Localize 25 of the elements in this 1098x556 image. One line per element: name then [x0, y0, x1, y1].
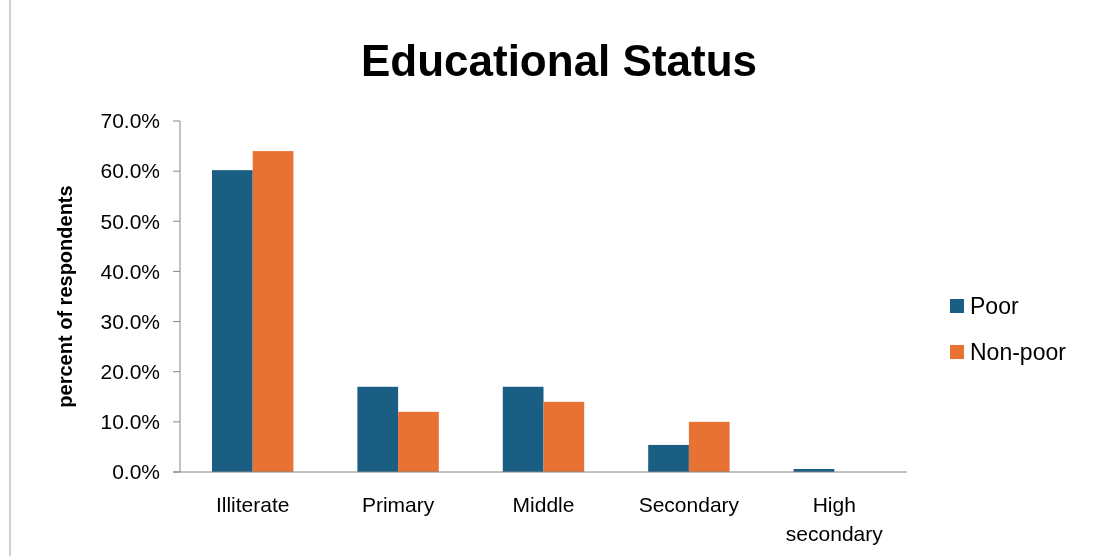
bar	[398, 411, 439, 472]
legend-label: Non-poor	[970, 339, 1067, 366]
bar	[211, 170, 253, 472]
y-tick-label: 20.0%	[100, 360, 160, 384]
x-tick-label: Middle	[512, 493, 575, 516]
y-tick-label: 50.0%	[100, 209, 160, 233]
x-tick-label: High secondary	[785, 493, 884, 545]
bar	[502, 386, 544, 472]
x-tick-label: Primary	[361, 493, 435, 516]
x-tick-label: Illiterate	[215, 493, 290, 516]
y-tick-label: 10.0%	[100, 410, 160, 434]
bar	[252, 151, 294, 472]
y-tick-label: 40.0%	[100, 259, 160, 283]
y-tick-label: 0.0%	[112, 460, 160, 484]
x-tick-label: Secondary	[638, 493, 740, 516]
bar	[543, 401, 585, 472]
bar	[688, 421, 730, 472]
legend-label: Poor	[970, 293, 1019, 320]
y-axis-title: percent of respondents	[54, 185, 76, 408]
y-tick-label: 60.0%	[100, 159, 160, 183]
bar	[357, 386, 399, 472]
y-tick-label: 30.0%	[100, 309, 160, 333]
bar	[648, 444, 689, 472]
y-tick-label: 70.0%	[100, 109, 160, 133]
chart-title: Educational Status	[360, 36, 758, 85]
